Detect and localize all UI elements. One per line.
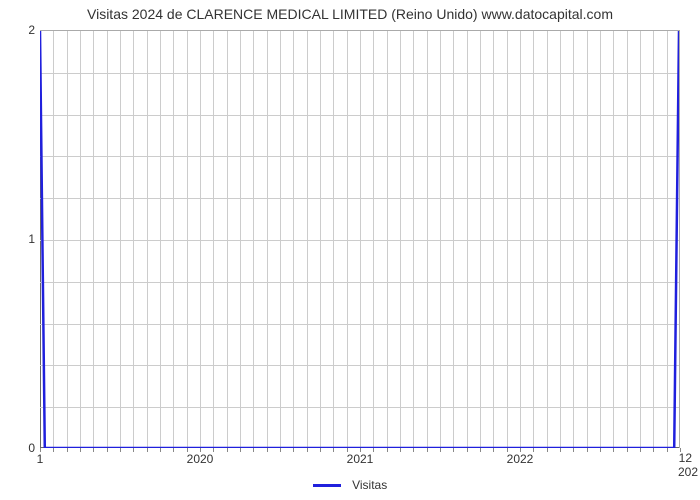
x-minor-tick [387,448,388,452]
x-minor-tick [547,448,548,452]
x-tick-label: 2020 [187,452,214,466]
x-minor-tick [573,448,574,452]
x-minor-tick [173,448,174,452]
y-tick-label: 2 [5,23,35,37]
legend-label: Visitas [352,478,387,492]
chart-title: Visitas 2024 de CLARENCE MEDICAL LIMITED… [0,6,700,22]
x-minor-tick [480,448,481,452]
x-minor-tick [347,448,348,452]
x-minor-tick [680,448,681,452]
x-minor-tick [53,448,54,452]
x-minor-tick [107,448,108,452]
legend: Visitas [0,477,700,492]
x-minor-tick [120,448,121,452]
x-minor-tick [333,448,334,452]
x-minor-tick [80,448,81,452]
x-minor-tick [293,448,294,452]
x-minor-tick [187,448,188,452]
x-edge-left-label: 1 [37,452,44,466]
x-minor-tick [67,448,68,452]
x-minor-tick [667,448,668,452]
x-tick-label: 2022 [507,452,534,466]
x-minor-tick [147,448,148,452]
x-minor-tick [213,448,214,452]
x-edge-right-label-1: 12 [679,451,692,465]
x-minor-tick [560,448,561,452]
x-minor-tick [413,448,414,452]
y-tick-label: 1 [5,232,35,246]
line-chart-svg [40,31,679,448]
x-minor-tick [627,448,628,452]
x-minor-tick [133,448,134,452]
x-minor-tick [320,448,321,452]
x-minor-tick [653,448,654,452]
x-minor-tick [507,448,508,452]
x-minor-tick [520,448,521,452]
x-minor-tick [640,448,641,452]
legend-swatch [313,484,341,487]
x-minor-tick [427,448,428,452]
x-minor-tick [493,448,494,452]
x-tick-label: 2021 [347,452,374,466]
x-minor-tick [533,448,534,452]
x-minor-tick [307,448,308,452]
x-minor-tick [280,448,281,452]
x-minor-tick [360,448,361,452]
x-minor-tick [227,448,228,452]
x-minor-tick [373,448,374,452]
x-minor-tick [587,448,588,452]
chart-container: Visitas 2024 de CLARENCE MEDICAL LIMITED… [0,0,700,500]
x-minor-tick [600,448,601,452]
x-minor-tick [93,448,94,452]
x-minor-tick [253,448,254,452]
x-minor-tick [160,448,161,452]
x-minor-tick [267,448,268,452]
y-tick-label: 0 [5,441,35,455]
x-minor-tick [453,448,454,452]
x-minor-tick [400,448,401,452]
x-minor-tick [240,448,241,452]
plot-area [40,30,680,448]
x-minor-tick [440,448,441,452]
x-minor-tick [467,448,468,452]
x-minor-tick [40,448,41,452]
x-minor-tick [613,448,614,452]
x-minor-tick [200,448,201,452]
